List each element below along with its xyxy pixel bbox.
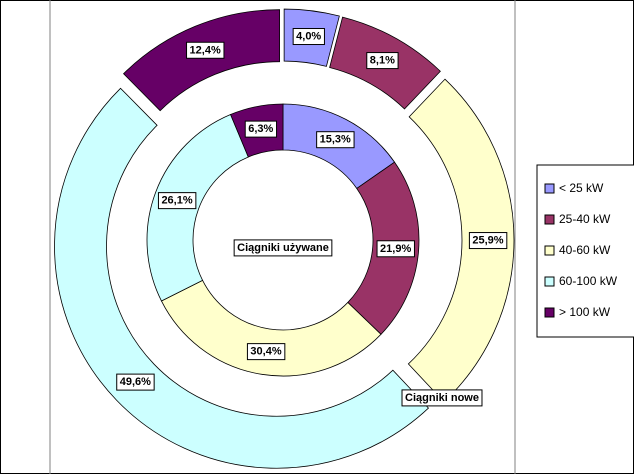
legend-swatch — [544, 183, 555, 194]
label-box — [316, 131, 355, 149]
doughnut-segment — [123, 9, 280, 112]
label-box — [292, 28, 325, 46]
label-box — [246, 343, 286, 361]
label-box — [366, 52, 399, 70]
legend-label: 25-40 kW — [559, 212, 611, 226]
legend-label: > 100 kW — [559, 305, 611, 319]
data-label: Ciągniki nowe — [405, 392, 479, 404]
legend-label: 60-100 kW — [559, 274, 618, 288]
label-box — [468, 232, 508, 250]
label-box — [401, 389, 483, 407]
label-box — [186, 41, 225, 59]
legend-swatch — [544, 307, 555, 318]
label-box — [244, 120, 278, 138]
data-label: 8,1% — [370, 55, 395, 67]
doughnut-segment — [160, 279, 382, 377]
data-label: 30,4% — [250, 346, 281, 358]
data-label: 25,9% — [472, 235, 503, 247]
label-box — [376, 240, 415, 258]
legend-swatch — [544, 276, 555, 287]
data-label: 12,4% — [190, 44, 221, 56]
legend-swatch — [544, 214, 555, 225]
legend-label: 40-60 kW — [559, 243, 611, 257]
data-label: 6,3% — [248, 123, 273, 135]
doughnut-segment — [54, 87, 430, 469]
data-label: 4,0% — [296, 31, 321, 43]
label-box — [116, 373, 155, 391]
label-box — [233, 239, 333, 257]
label-box — [157, 192, 197, 210]
data-label: Ciągniki używane — [237, 242, 329, 254]
legend-label: < 25 kW — [559, 181, 604, 195]
data-label: 15,3% — [320, 134, 351, 146]
legend-swatch — [544, 245, 555, 256]
data-label: 49,6% — [120, 376, 151, 388]
data-label: 21,9% — [380, 243, 411, 255]
data-label: 26,1% — [161, 195, 192, 207]
